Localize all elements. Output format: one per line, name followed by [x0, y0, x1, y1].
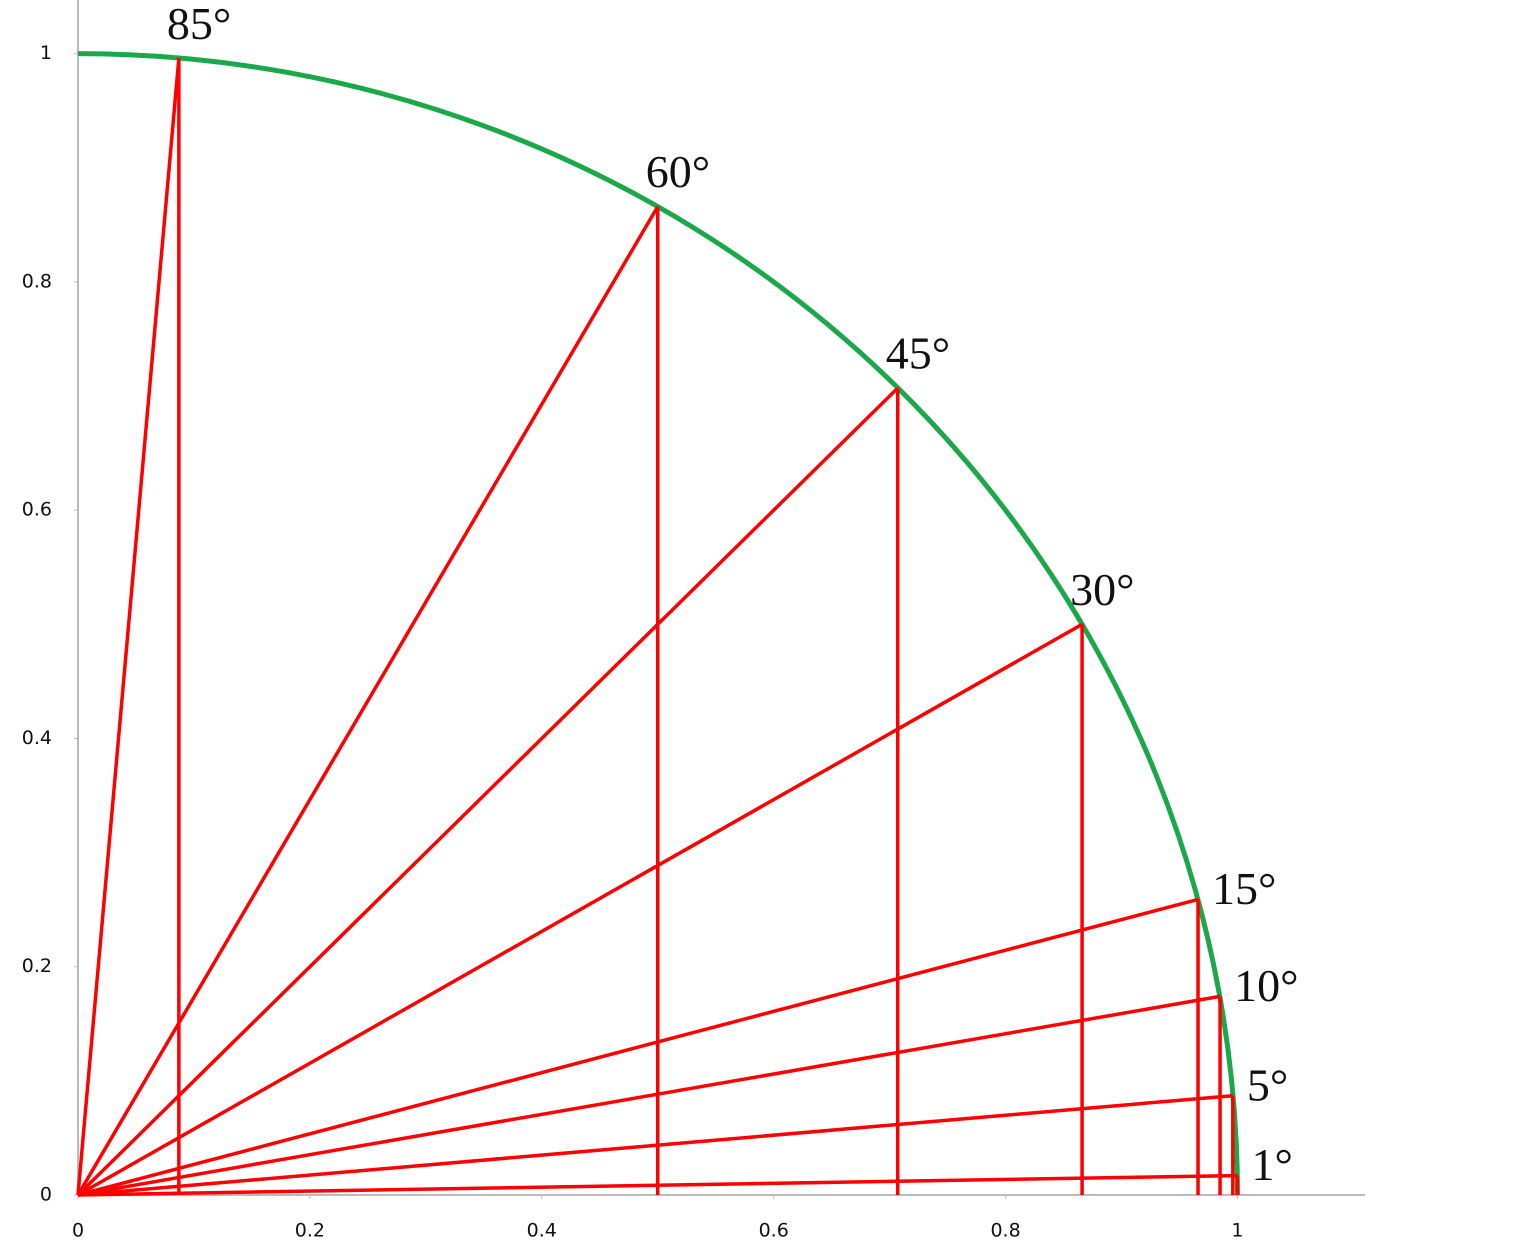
y-tick-label: 0.6 [22, 499, 52, 521]
y-tick-label: 0 [40, 1184, 52, 1206]
x-tick-label: 1 [1231, 1220, 1243, 1242]
y-tick-label: 0.2 [22, 955, 52, 977]
radius-line [77, 994, 1221, 1197]
angle-label: 45° [886, 328, 950, 379]
y-tick-label: 1 [40, 42, 52, 64]
angle-label: 30° [1070, 564, 1134, 615]
angle-label: 15° [1212, 863, 1276, 914]
x-tick-label: 0 [72, 1220, 84, 1242]
radius-line [76, 58, 181, 1196]
angle-label: 1° [1251, 1139, 1292, 1190]
x-tick-label: 0.4 [527, 1220, 557, 1242]
x-tick-label: 0.2 [295, 1220, 325, 1242]
angle-label: 60° [646, 146, 710, 197]
angle-label: 10° [1234, 960, 1298, 1011]
radius-line [77, 622, 1083, 1197]
unit-arc [77, 51, 1240, 1196]
y-tick-label: 0.4 [22, 727, 52, 749]
x-tick-label: 0.6 [759, 1220, 789, 1242]
radius-line [77, 1093, 1233, 1197]
radius-line [76, 205, 660, 1196]
x-tick-label: 0.8 [990, 1220, 1020, 1242]
radius-line [77, 1173, 1238, 1197]
radius-line [76, 386, 899, 1197]
angle-label: 85° [167, 0, 231, 49]
radius-line [77, 897, 1199, 1197]
angle-label: 5° [1247, 1059, 1288, 1110]
y-tick-label: 0.8 [22, 270, 52, 292]
